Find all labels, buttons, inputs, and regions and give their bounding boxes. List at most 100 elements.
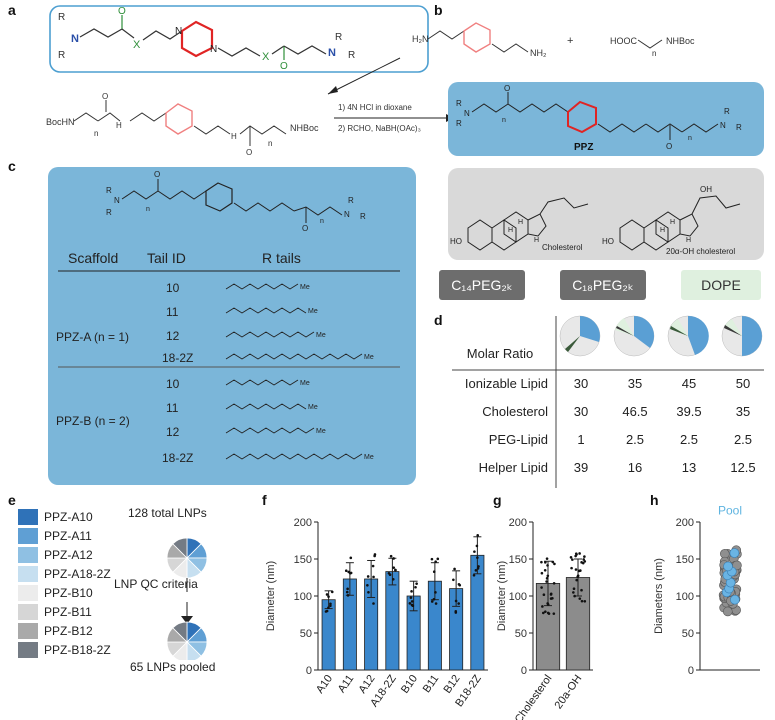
b-h2n: H₂N	[412, 34, 429, 44]
data-point	[476, 534, 480, 537]
c-chain1	[121, 190, 159, 200]
ohchol-ho: HO	[602, 237, 614, 246]
c-tail-b10: 10	[166, 377, 180, 391]
e-pie-pooled	[166, 621, 208, 660]
ppz-n-sub1: n	[502, 117, 506, 124]
data-point	[346, 594, 350, 597]
data-point	[574, 568, 578, 571]
legend-label: PPZ-A10	[44, 510, 93, 524]
y-tick-label: 150	[676, 554, 694, 566]
panel-c-drawing: R N R O n O n N R R Me Me Me Me Me Me Me…	[58, 170, 400, 461]
data-point	[551, 596, 554, 600]
x-tick-label: B10	[399, 673, 420, 696]
data-point	[329, 602, 332, 606]
c-chain3	[233, 202, 295, 212]
a-piperazine	[180, 20, 214, 58]
data-point	[371, 564, 375, 568]
d-pie-1	[559, 315, 601, 357]
data-point	[372, 602, 375, 605]
data-point	[394, 568, 397, 572]
ppz-r1: R	[456, 99, 462, 108]
y-tick-label: 50	[515, 628, 527, 640]
chol-h2: H	[518, 219, 523, 226]
a-bond2	[271, 45, 285, 55]
data-point	[473, 550, 476, 553]
panel-b-scheme: H₂N NH₂ + HOOC n NHBoc 1) 4N HCl in diox…	[327, 22, 695, 133]
c18peg-pill: C₁₈PEG₂ₖ	[560, 270, 646, 300]
data-point	[329, 604, 332, 608]
data-point	[434, 591, 437, 594]
legend-label: PPZ-B11	[44, 605, 92, 619]
y-axis-label: Diameter (nm)	[265, 561, 277, 631]
c-tail-a12: 12	[166, 329, 180, 343]
d-cell-1-1: 46.5	[622, 404, 648, 419]
x-tick-label: 20a-OH	[553, 673, 585, 711]
c-scaffold-a: PPZ-A (n = 1)	[56, 330, 130, 344]
ohchol-h1: H	[660, 227, 665, 234]
legend-item: PPZ-A11	[18, 528, 92, 544]
data-point	[546, 603, 550, 606]
cholesterol-box	[448, 168, 764, 260]
data-point	[372, 575, 375, 579]
a-pip-n2: N	[210, 44, 217, 55]
legend-item: PPZ-A12	[18, 547, 93, 563]
b-arrowhead-diag	[328, 86, 338, 94]
panel-label-g: g	[493, 492, 502, 508]
data-point	[345, 590, 349, 594]
data-point	[541, 605, 544, 608]
data-point	[541, 611, 545, 615]
data-point	[366, 583, 369, 587]
data-point	[324, 610, 328, 613]
a-boc-chain3	[129, 112, 167, 122]
pie-slice	[172, 621, 188, 643]
data-point	[349, 556, 353, 560]
x-tick-label: A10	[314, 673, 335, 696]
b-chain1	[427, 30, 465, 40]
data-point	[373, 554, 376, 558]
data-point	[722, 606, 733, 617]
d-cell-2-0: 1	[577, 432, 585, 447]
c-tail-b12: 12	[166, 425, 180, 439]
d-cell-2-3: 2.5	[733, 432, 753, 447]
ppz-r2: R	[456, 119, 462, 128]
a-chain4	[283, 45, 327, 55]
c-nsub2: n	[320, 218, 324, 225]
y-tick-label: 100	[676, 591, 694, 603]
data-point	[576, 574, 580, 578]
chol-ho: HO	[450, 237, 462, 246]
data-point	[477, 565, 480, 568]
d-cell-3-0: 39	[573, 460, 589, 475]
data-point	[544, 561, 547, 564]
legend-swatch	[18, 642, 38, 658]
c-me-a11: Me	[308, 308, 318, 315]
data-point	[582, 558, 586, 561]
data-point	[580, 588, 583, 592]
e-qc-label: LNP QC criteria	[114, 577, 198, 591]
b-nh2: NH₂	[530, 48, 547, 58]
panel-label-b: b	[434, 2, 443, 18]
cholesterol-structures: HO H H H Cholesterol HO OH H H H 20α-OH …	[450, 185, 741, 256]
panel-label-f: f	[262, 492, 267, 508]
data-point	[540, 586, 543, 589]
c-scaffold-b: PPZ-B (n = 2)	[56, 414, 130, 428]
c-tail-a11: 11	[166, 305, 179, 319]
data-point	[430, 600, 434, 603]
ohchol-h2: H	[670, 219, 675, 226]
data-point	[580, 561, 583, 564]
c-tails-b	[225, 379, 363, 460]
c-header-rtails: R tails	[262, 250, 301, 266]
data-point	[349, 571, 353, 575]
d-pie-4	[721, 315, 763, 357]
e-pies	[166, 537, 208, 660]
y-axis-label: Diameters (nm)	[653, 558, 665, 634]
data-point	[540, 571, 544, 575]
d-row-cholesterol: Cholesterol	[482, 404, 548, 419]
legend-item: PPZ-B11	[18, 604, 92, 620]
data-point	[366, 575, 370, 578]
data-point	[392, 557, 395, 560]
y-tick-label: 150	[509, 554, 527, 566]
data-point	[454, 599, 458, 603]
data-point	[458, 583, 462, 587]
data-point	[569, 556, 573, 559]
data-point	[387, 571, 391, 575]
